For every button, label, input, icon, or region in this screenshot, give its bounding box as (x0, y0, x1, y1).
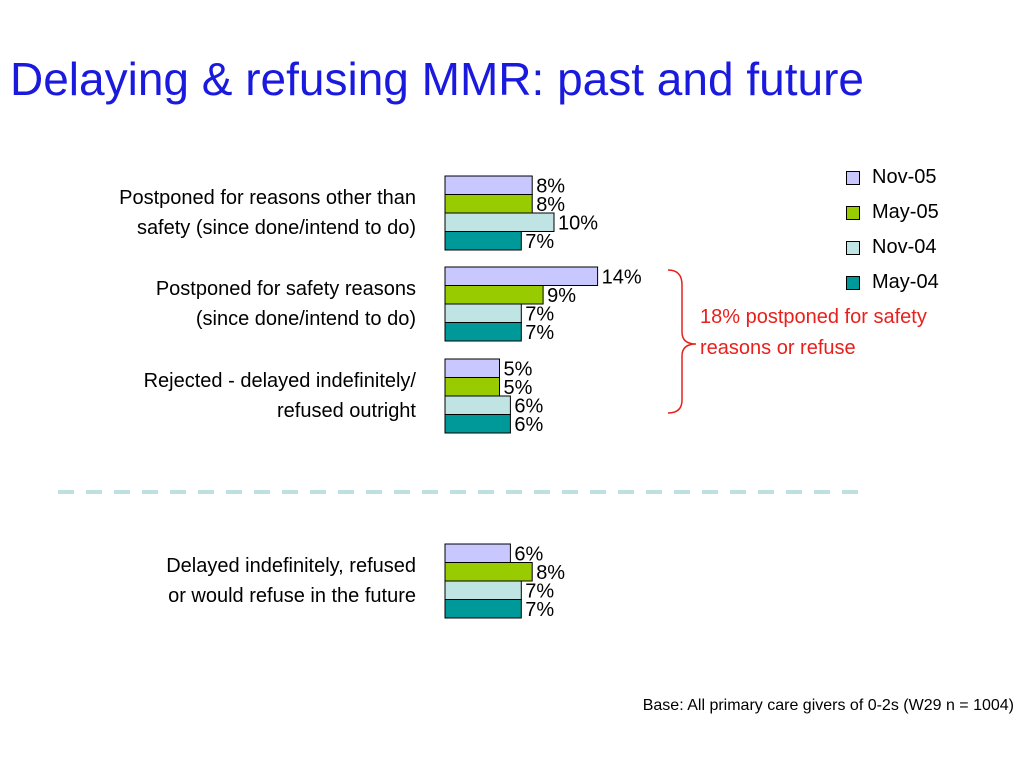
bar-may-04-cat1 (444, 231, 522, 251)
data-label: 5% (504, 358, 533, 380)
data-label: 8% (536, 175, 565, 197)
bar-nov-05-cat1 (444, 175, 533, 195)
legend-swatch (846, 171, 860, 185)
category-label: Rejected - delayed indefinitely/refused … (16, 366, 416, 426)
legend-swatch (846, 276, 860, 290)
bar-nov-05-cat4 (444, 543, 511, 563)
category-label-line: Postponed for reasons other than (119, 187, 416, 209)
data-label: 14% (602, 266, 642, 288)
category-label: Postponed for safety reasons (since done/… (16, 274, 416, 334)
category-label-line: Rejected - delayed indefinitely/ (143, 370, 416, 392)
data-label: 8% (536, 562, 565, 584)
bar-may-04-cat3 (444, 414, 511, 434)
annotation-bracket (667, 269, 697, 414)
bar-may-05-cat3 (444, 377, 500, 397)
bar-nov-05-cat2 (444, 266, 599, 286)
data-label: 5% (504, 377, 533, 399)
data-label: 7% (525, 580, 554, 602)
data-label: 9% (547, 285, 576, 307)
data-label: 6% (514, 395, 543, 417)
legend-swatch (846, 241, 860, 255)
bar-nov-04-cat4 (444, 580, 522, 600)
legend-swatch (846, 206, 860, 220)
bar-may-05-cat2 (444, 285, 544, 305)
legend-label: Nov-05 (872, 166, 937, 188)
data-label: 10% (558, 212, 598, 234)
data-label: 7% (525, 599, 554, 621)
data-label: 6% (514, 414, 543, 436)
legend-label: May-05 (872, 201, 939, 223)
data-label: 7% (525, 322, 554, 344)
bar-may-05-cat1 (444, 194, 533, 214)
bar-nov-05-cat3 (444, 358, 500, 378)
category-label: Postponed for reasons other than safety (… (16, 183, 416, 243)
data-label: 6% (514, 543, 543, 565)
category-label-line: or would refuse in the future (168, 585, 416, 607)
category-label-line: safety (since done/intend to do) (136, 217, 416, 239)
base-footnote: Base: All primary care givers of 0-2s (W… (642, 697, 1014, 714)
data-label: 8% (536, 194, 565, 216)
legend-label: Nov-04 (872, 236, 937, 258)
category-label-line: refused outright (277, 400, 416, 422)
bar-may-05-cat4 (444, 562, 533, 582)
bar-nov-04-cat1 (444, 212, 555, 232)
safety-annotation: 18% postponed for safety reasons or refu… (700, 306, 927, 359)
legend-label: May-04 (872, 271, 939, 293)
bar-nov-04-cat2 (444, 303, 522, 323)
bar-may-04-cat4 (444, 599, 522, 619)
data-label: 7% (525, 303, 554, 325)
category-label-line: Postponed for safety reasons (155, 278, 416, 300)
bar-nov-04-cat3 (444, 395, 511, 415)
slide-title: Delaying & refusing MMR: past and future (10, 53, 864, 105)
bar-may-04-cat2 (444, 322, 522, 342)
category-label-line: (since done/intend to do) (195, 308, 416, 330)
data-label: 7% (525, 231, 554, 253)
category-label-line: Delayed indefinitely, refused (166, 555, 416, 577)
category-label: Delayed indefinitely, refused or would re… (16, 551, 416, 611)
